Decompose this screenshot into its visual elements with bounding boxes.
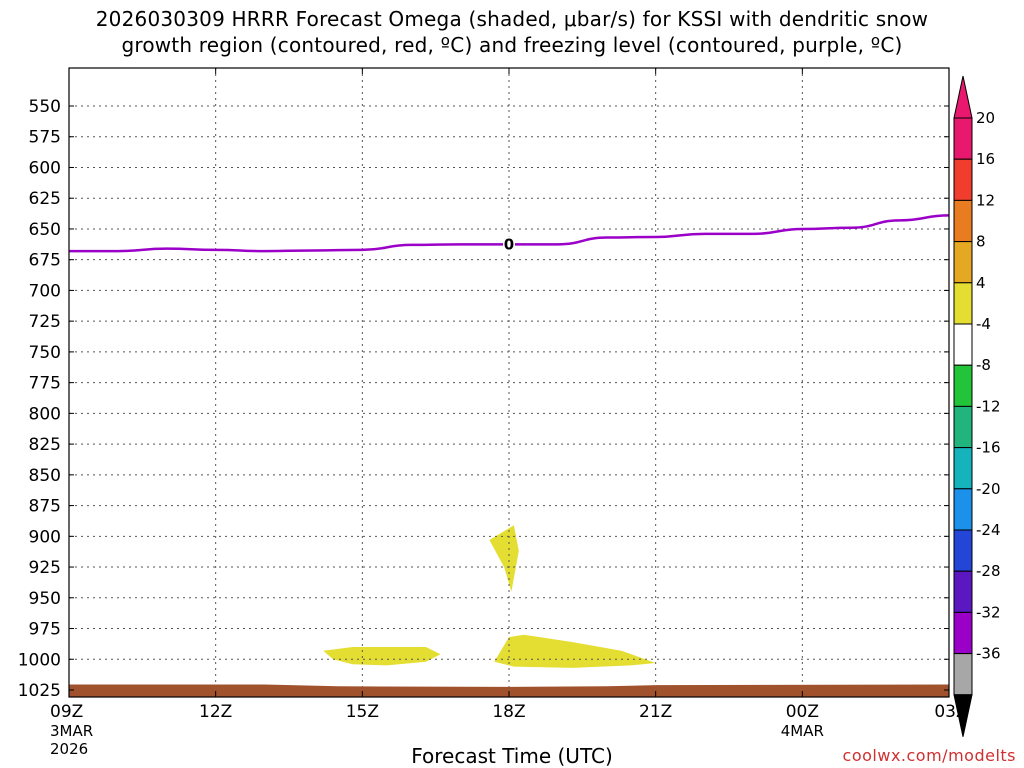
colorbar-bin-8 xyxy=(953,241,973,284)
y-tick-label-850: 850 xyxy=(29,466,61,486)
y-tick-label-725: 725 xyxy=(29,312,61,332)
x-tick-year-09Z: 2026 xyxy=(50,740,88,758)
credit-link[interactable]: coolwx.com/modelts xyxy=(842,746,1016,765)
ground-surface xyxy=(69,684,949,697)
x-tick-label-09Z: 09Z xyxy=(50,702,83,722)
x-tick-label-21Z: 21Z xyxy=(639,702,672,722)
freezing-level-label: 0 xyxy=(504,235,514,253)
y-tick-label-1025: 1025 xyxy=(18,681,61,701)
colorbar-bin-20 xyxy=(953,117,973,160)
colorbar-label-4: 4 xyxy=(976,274,986,292)
colorbar-label-20: 20 xyxy=(976,109,995,127)
colorbar-label--8: -8 xyxy=(976,356,991,374)
colorbar-bin-12 xyxy=(953,199,973,243)
x-axis-title: Forecast Time (UTC) xyxy=(411,744,613,768)
omega-region-3 xyxy=(494,634,656,668)
x-tick-label-12Z: 12Z xyxy=(199,702,232,722)
colorbar-bin--24 xyxy=(953,529,973,572)
colorbar-top-arrow xyxy=(953,75,973,119)
colorbar-label-8: 8 xyxy=(976,233,986,251)
x-tick-date-09Z: 3MAR xyxy=(50,722,93,740)
colorbar-bin-16 xyxy=(953,158,973,201)
colorbar-label--24: -24 xyxy=(976,521,1001,539)
colorbar-bin--36 xyxy=(953,653,973,696)
colorbar-bin--8 xyxy=(953,364,973,407)
colorbar-label-12: 12 xyxy=(976,191,995,209)
omega-region-2 xyxy=(323,647,441,666)
colorbar-label--16: -16 xyxy=(976,439,1001,457)
chart-title: 2026030309 HRRR Forecast Omega (shaded, … xyxy=(0,6,1024,58)
colorbar-label--32: -32 xyxy=(976,603,1001,621)
y-tick-label-975: 975 xyxy=(29,620,61,640)
y-tick-label-925: 925 xyxy=(29,558,61,578)
title-line-2: growth region (contoured, red, ºC) and f… xyxy=(121,33,903,57)
colorbar-label-16: 16 xyxy=(976,150,995,168)
y-tick-label-900: 900 xyxy=(29,527,61,547)
y-tick-label-800: 800 xyxy=(29,404,61,424)
colorbar-bin--4 xyxy=(953,323,973,366)
colorbar-label--36: -36 xyxy=(976,645,1001,663)
colorbar-bin--20 xyxy=(953,488,973,531)
y-tick-label-625: 625 xyxy=(29,189,61,209)
y-tick-label-775: 775 xyxy=(29,374,61,394)
y-tick-label-550: 550 xyxy=(29,97,61,117)
y-tick-label-675: 675 xyxy=(29,251,61,271)
x-tick-label-15Z: 15Z xyxy=(346,702,379,722)
title-line-1: 2026030309 HRRR Forecast Omega (shaded, … xyxy=(95,7,929,31)
omega-region-1 xyxy=(489,525,519,592)
x-tick-date-00Z: 4MAR xyxy=(781,722,824,740)
y-tick-label-650: 650 xyxy=(29,220,61,240)
colorbar-bin-4 xyxy=(953,282,973,325)
colorbar-bin--28 xyxy=(953,570,973,613)
y-tick-label-875: 875 xyxy=(29,497,61,517)
y-tick-label-950: 950 xyxy=(29,589,61,609)
colorbar-bin--32 xyxy=(953,611,973,655)
x-tick-label-18Z: 18Z xyxy=(492,702,525,722)
contour-label-bg xyxy=(503,236,515,253)
y-tick-label-825: 825 xyxy=(29,435,61,455)
colorbar-bottom-arrow xyxy=(953,694,973,737)
y-tick-label-600: 600 xyxy=(29,158,61,178)
colorbar-label--12: -12 xyxy=(976,397,1001,415)
colorbar-label--28: -28 xyxy=(976,562,1001,580)
colorbar-label--4: -4 xyxy=(976,315,991,333)
colorbar-bin--16 xyxy=(953,447,973,490)
y-tick-label-1000: 1000 xyxy=(18,650,61,670)
y-tick-label-750: 750 xyxy=(29,343,61,363)
y-tick-label-575: 575 xyxy=(29,128,61,148)
colorbar-label--20: -20 xyxy=(976,480,1001,498)
y-tick-label-700: 700 xyxy=(29,281,61,301)
colorbar-bin--12 xyxy=(953,405,973,449)
x-tick-label-00Z: 00Z xyxy=(786,702,819,722)
